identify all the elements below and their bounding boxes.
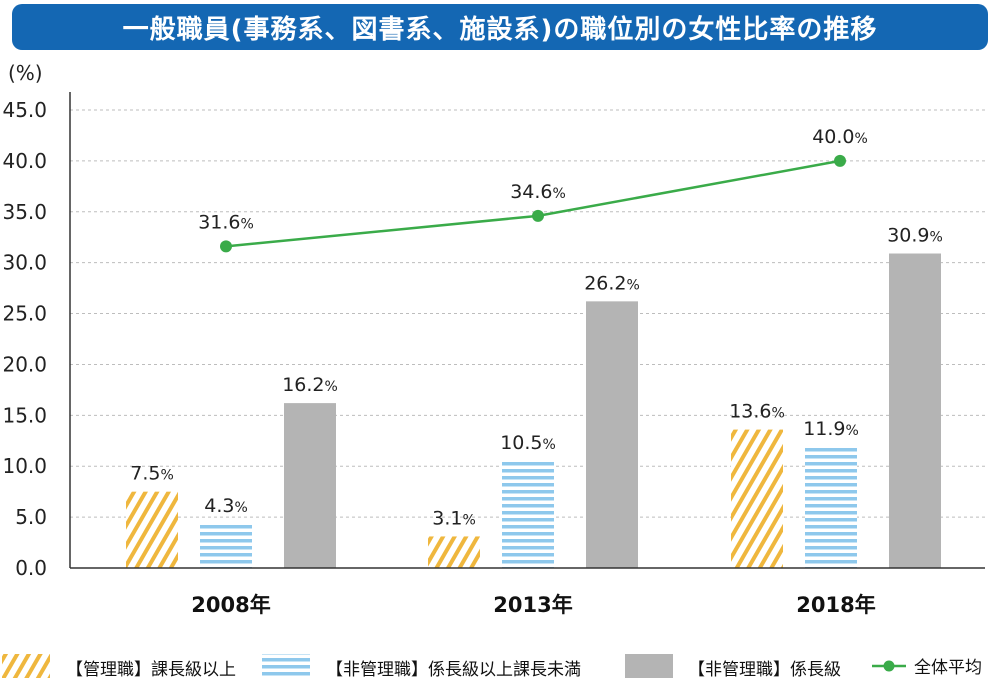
average-line (225, 159, 841, 248)
bar (805, 446, 857, 568)
bar (200, 524, 252, 568)
bar-value-label: 16.2% (282, 374, 338, 396)
average-point (532, 209, 544, 222)
bar (502, 461, 554, 568)
bar (889, 253, 941, 569)
y-tick-label: 10.0 (2, 454, 47, 478)
legend-label: 【管理職】課長級以上 (66, 660, 236, 680)
legend-swatch (625, 654, 673, 678)
legend-line-marker (883, 660, 895, 672)
x-category-label: 2008年 (191, 593, 270, 617)
bar-value-label: 10.5% (500, 432, 556, 454)
bar-value-label: 3.1% (432, 507, 476, 529)
average-value-label: 34.6% (510, 181, 566, 203)
bar-value-label: 11.9% (803, 418, 859, 440)
bar (284, 403, 336, 568)
bar (428, 536, 480, 568)
y-tick-label: 35.0 (2, 200, 47, 224)
bar-value-label: 30.9% (887, 225, 943, 247)
legend-label: 【非管理職】係長級 (688, 660, 841, 680)
average-value-label: 31.6% (198, 211, 254, 233)
x-category-label: 2018年 (796, 593, 875, 617)
y-unit-label: (%) (8, 61, 43, 85)
bar (126, 491, 178, 568)
bar (586, 301, 638, 568)
y-tick-label: 30.0 (2, 251, 47, 275)
y-tick-label: 20.0 (2, 352, 47, 376)
legend-swatch (2, 654, 50, 678)
legend-label: 【非管理職】係長級以上課長未満 (326, 660, 581, 680)
bar (731, 429, 783, 568)
average-point (220, 240, 232, 253)
y-tick-label: 45.0 (2, 98, 47, 122)
bar-value-label: 26.2% (584, 272, 640, 294)
y-tick-label: 0.0 (15, 556, 47, 580)
y-tick-label: 25.0 (2, 302, 47, 326)
y-tick-label: 15.0 (2, 403, 47, 427)
bar-value-label: 13.6% (729, 401, 785, 423)
bar-value-label: 7.5% (130, 463, 174, 485)
average-value-label: 40.0% (812, 126, 868, 148)
x-category-label: 2013年 (493, 593, 572, 617)
average-point (834, 154, 846, 167)
chart-title: 一般職員(事務系、図書系、施設系)の職位別の女性比率の推移 (12, 4, 988, 50)
legend-label: 全体平均 (914, 658, 982, 678)
bar-value-label: 4.3% (204, 495, 248, 517)
legend-swatch (262, 654, 310, 678)
y-tick-label: 5.0 (15, 505, 47, 529)
y-tick-label: 40.0 (2, 149, 47, 173)
